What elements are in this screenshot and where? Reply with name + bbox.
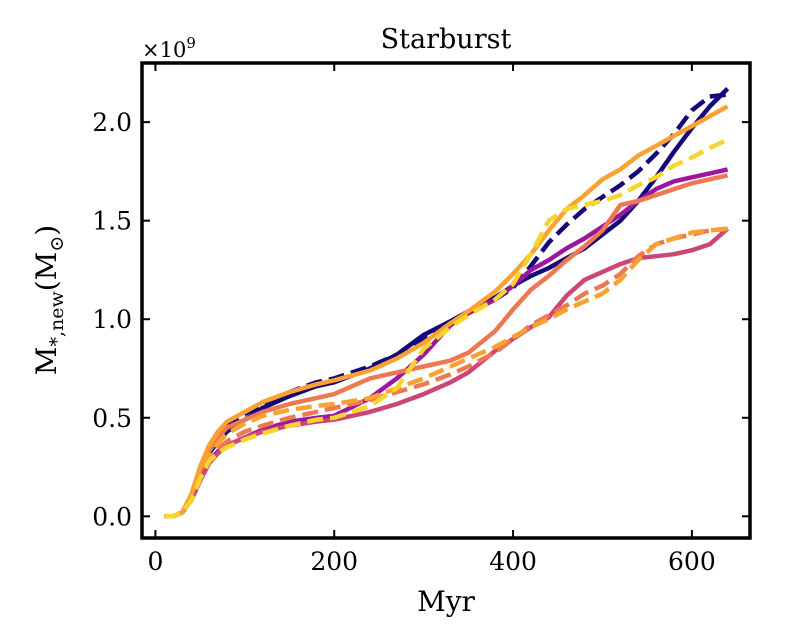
series-line-solid-purple	[164, 167, 729, 519]
offset-exponent: 9	[186, 34, 196, 52]
x-tick-label: 600	[668, 547, 716, 576]
y-label-sub: *,new	[46, 291, 68, 347]
series-line-dashed-coral	[164, 226, 728, 519]
series-line-solid-orange	[164, 104, 729, 519]
y-label-main: M	[30, 347, 63, 376]
offset-text: ×109	[142, 34, 196, 62]
x-axis-title: Myr	[417, 585, 475, 618]
y-label-unit: (M	[30, 252, 63, 292]
ticks-layer: 0 200 400 600 0.0 0.5 1.0 1.5 2.0	[92, 63, 750, 576]
chart-title: Starburst	[381, 24, 512, 55]
y-label-unit-sub: ⊙	[46, 236, 68, 252]
x-tick-label: 400	[489, 547, 537, 576]
series-line-dashed-yellow	[164, 137, 729, 519]
x-tick-label: 200	[310, 547, 358, 576]
y-axis-title: M*,new(M⊙)	[30, 225, 68, 375]
plot-frame	[140, 61, 752, 540]
series-line-solid-coral	[164, 173, 729, 519]
y-label-unit-close: )	[30, 225, 63, 236]
offset-base: ×10	[142, 38, 186, 62]
series-line-solid-magenta	[164, 226, 730, 519]
y-tick-label: 0.5	[92, 404, 132, 433]
y-tick-label: 1.0	[92, 305, 132, 334]
series-line-dashed-navy	[164, 92, 728, 519]
y-tick-label: 0.0	[92, 502, 132, 531]
series-layer	[164, 87, 730, 519]
x-tick-label: 0	[147, 547, 163, 576]
y-tick-label: 2.0	[92, 108, 132, 137]
y-tick-label: 1.5	[92, 207, 132, 236]
series-line-dashed-orange	[164, 226, 728, 519]
